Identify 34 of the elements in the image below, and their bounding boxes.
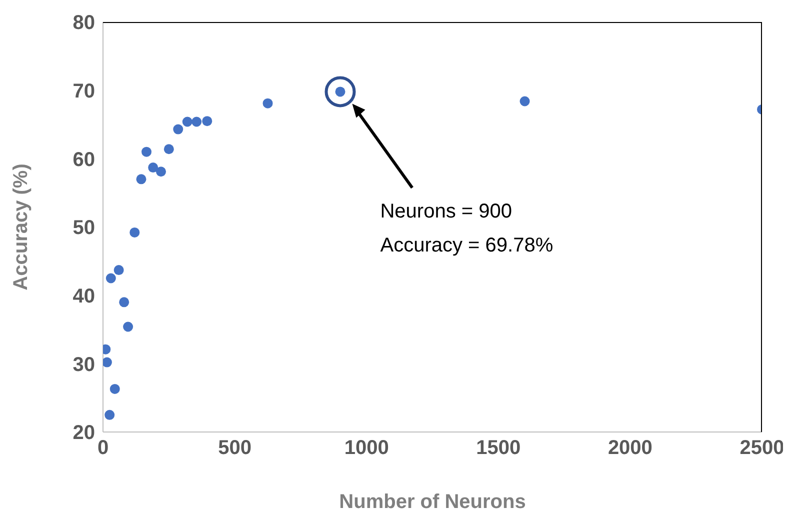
point <box>520 96 530 106</box>
point <box>262 98 273 108</box>
x-tick-label: 500 <box>218 437 252 460</box>
x-axis-title: Number of Neurons <box>339 491 526 513</box>
y-tick-label: 30 <box>72 354 95 376</box>
point <box>123 322 134 332</box>
y-tick-label: 70 <box>72 80 95 102</box>
point <box>182 116 192 127</box>
x-tick-label: 1000 <box>344 437 389 460</box>
point <box>173 124 184 134</box>
y-tick-label: 50 <box>72 217 95 240</box>
point <box>148 162 158 173</box>
x-tick-label: 2000 <box>608 437 652 460</box>
y-axis-title: Accuracy (%) <box>10 164 32 290</box>
point <box>192 116 202 127</box>
y-tick-label: 20 <box>72 422 95 444</box>
y-tick-label: 40 <box>72 285 95 308</box>
x-tick-label: 1500 <box>476 437 521 460</box>
point <box>114 265 124 276</box>
y-tick-label: 60 <box>72 148 95 171</box>
point <box>104 410 115 420</box>
point <box>164 144 174 154</box>
point <box>106 273 116 284</box>
point <box>156 166 166 177</box>
point <box>103 357 112 368</box>
point <box>110 384 120 394</box>
annotation: Neurons = 900 Accuracy = 69.78% <box>380 200 554 257</box>
y-tick-label: 80 <box>72 12 95 34</box>
point <box>119 297 130 308</box>
point <box>130 227 140 238</box>
x-tick-label: 0 <box>97 437 109 460</box>
point <box>136 174 146 184</box>
point <box>202 116 212 126</box>
point <box>141 146 152 157</box>
